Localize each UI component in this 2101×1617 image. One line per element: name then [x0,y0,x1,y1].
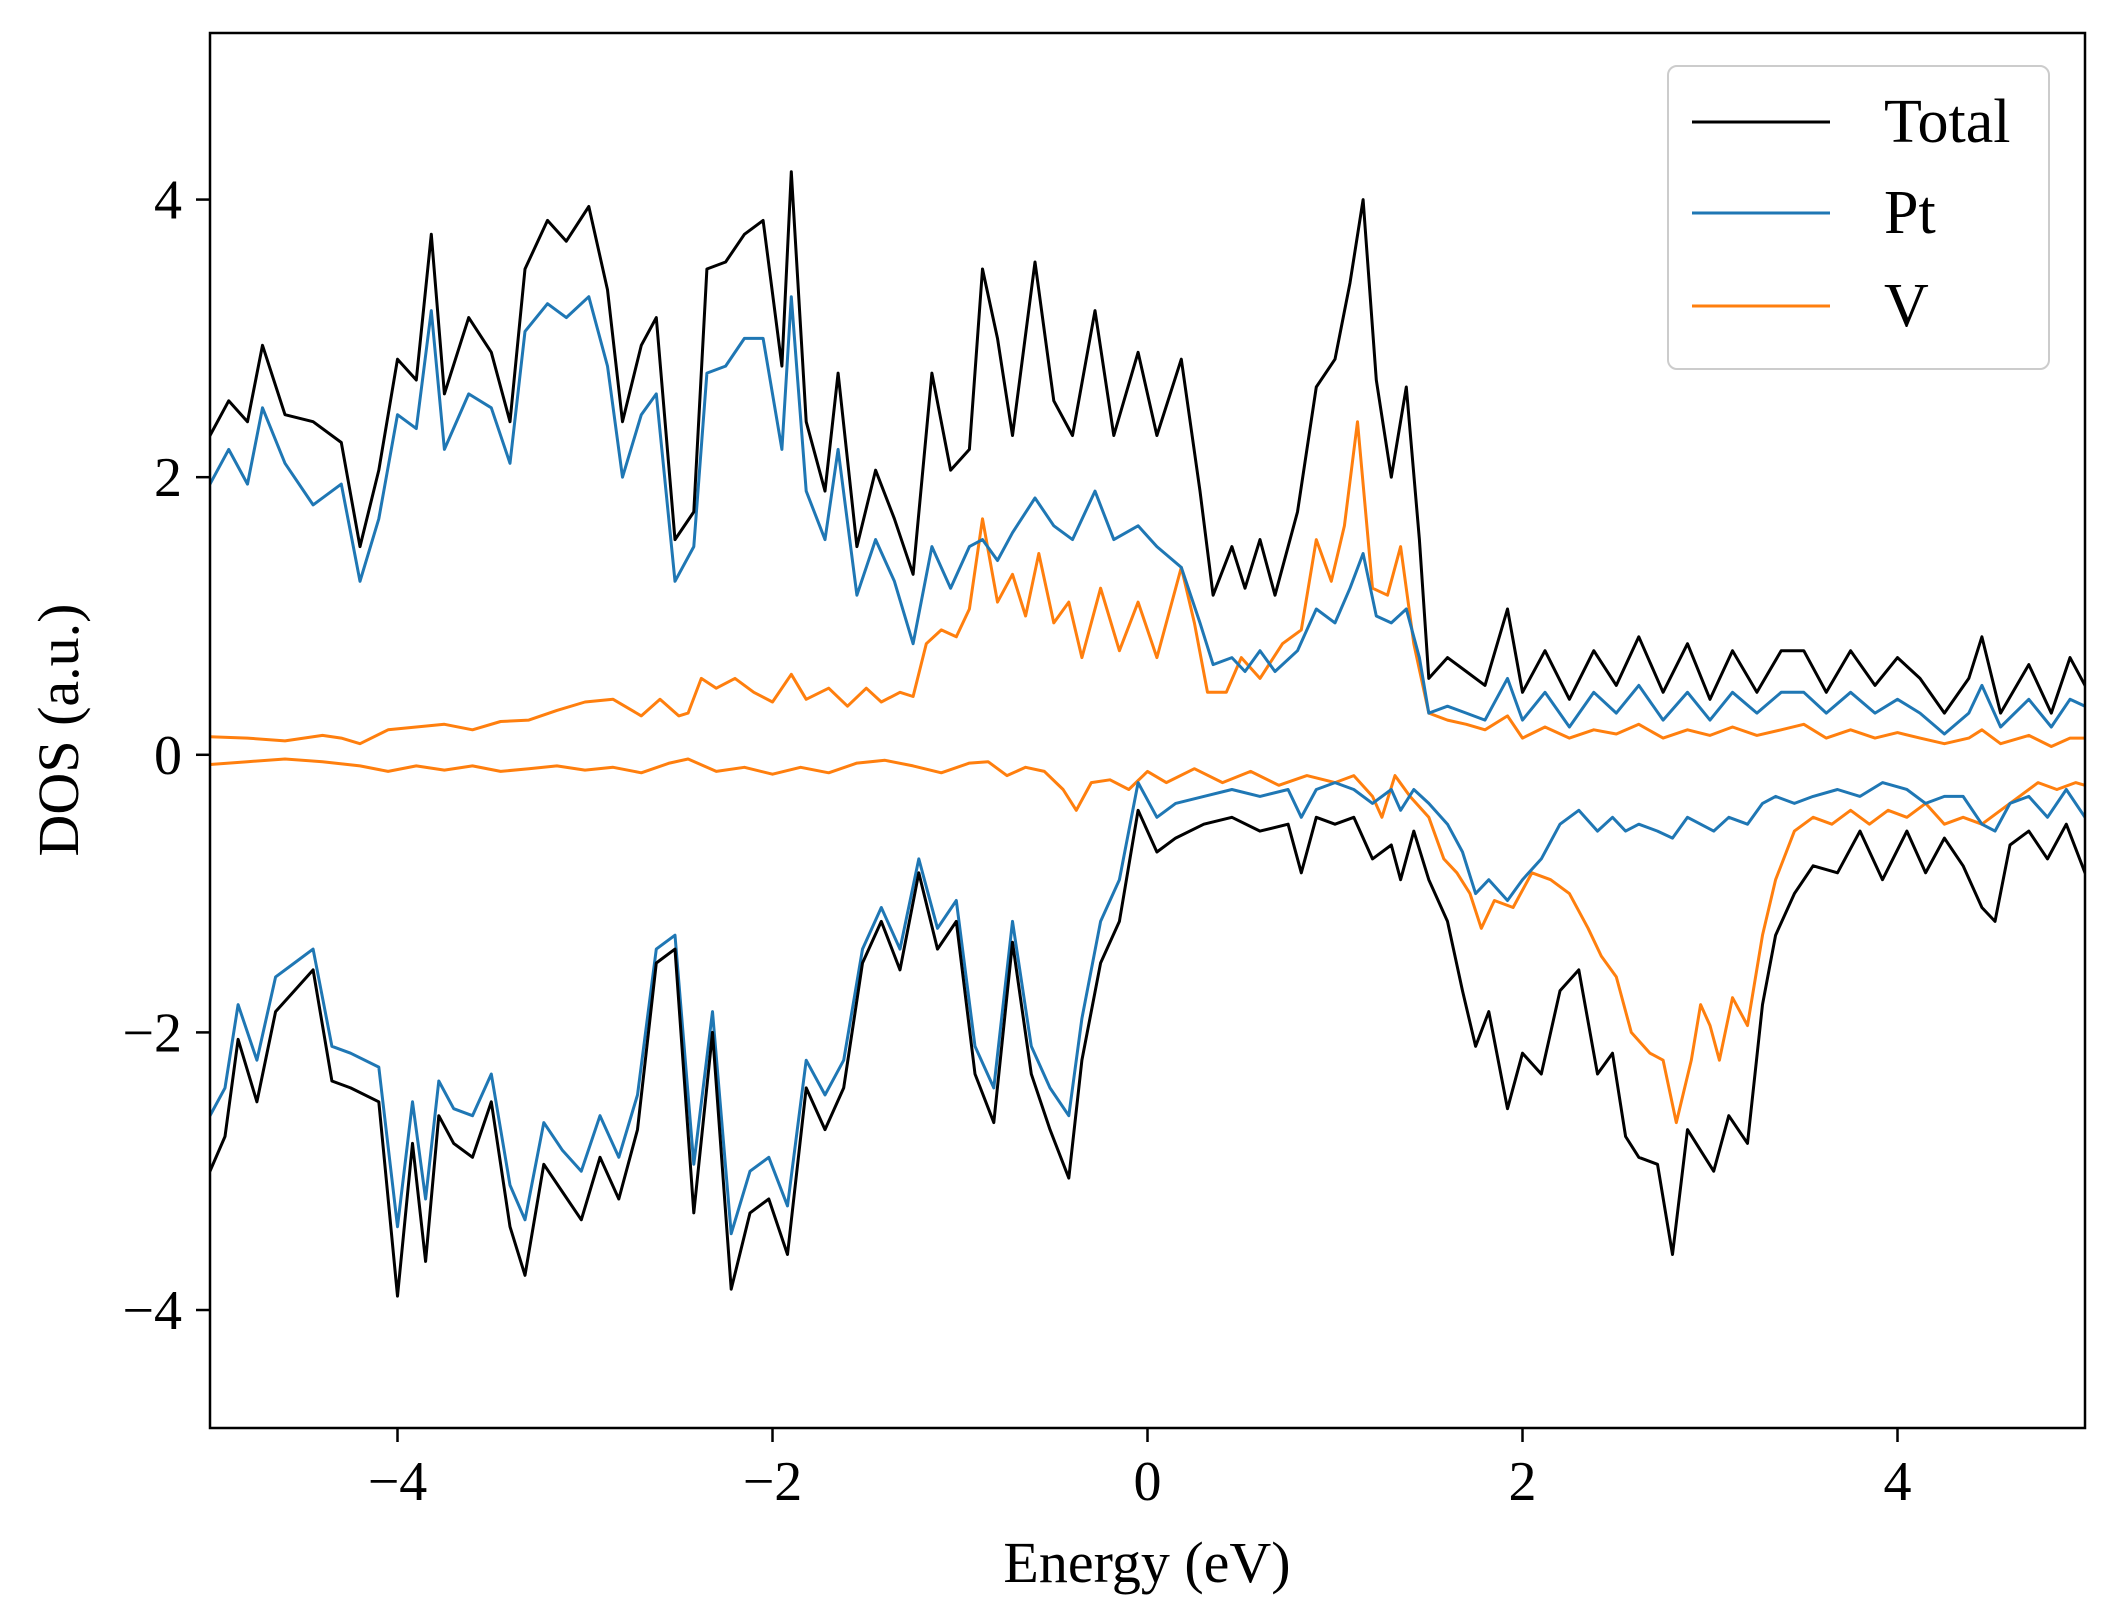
x-tick-label: −2 [743,1451,803,1513]
series-line-v-up [210,420,2085,748]
legend-label-pt: Pt [1884,179,1936,247]
x-tick-label: 2 [1509,1451,1537,1513]
series-line-total-up [210,170,2085,715]
y-tick-label: 0 [154,725,182,787]
x-tick-label: 4 [1884,1451,1912,1513]
y-tick-label: −4 [122,1280,182,1342]
y-tick-label: 4 [154,170,182,232]
series-layer [210,170,2085,1298]
legend-label-v: V [1884,272,1929,340]
y-tick-label: 2 [154,447,182,509]
series-line-pt-down [210,781,2085,1236]
y-tick-label: −2 [122,1002,182,1064]
series-line-total-down [210,808,2085,1298]
series-line-v-down [210,757,2085,1125]
legend: Total Pt V [1667,65,2050,370]
y-axis-ticks: −4 −2 0 2 4 [122,170,210,1342]
x-axis-label: Energy (eV) [1003,1530,1290,1595]
x-tick-label: −4 [368,1451,428,1513]
legend-label-total: Total [1884,88,2011,156]
series-line-pt-up [210,295,2085,736]
x-axis-ticks: −4 −2 0 2 4 [368,1428,1912,1513]
legend-box [1667,65,2050,370]
y-axis-label: DOS (a.u.) [26,604,91,857]
x-tick-label: 0 [1134,1451,1162,1513]
